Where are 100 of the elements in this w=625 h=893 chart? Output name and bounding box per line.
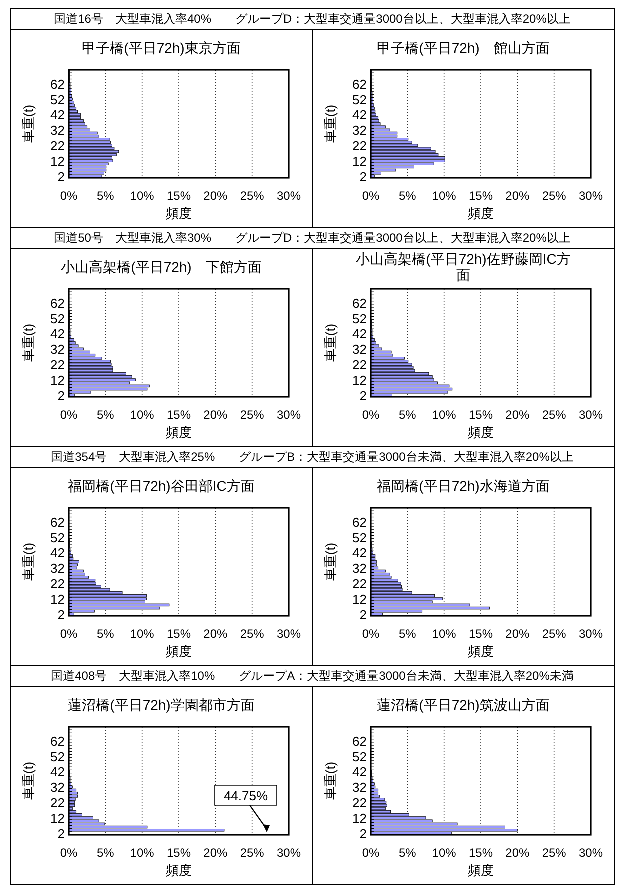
x-tick-label: 25% [542, 627, 567, 641]
y-tick-label: 52 [352, 92, 367, 108]
x-axis-title: 頻度 [468, 863, 494, 878]
y-tick-label: 2 [360, 169, 367, 184]
y-tick-label: 32 [352, 342, 367, 358]
y-tick-label: 2 [58, 388, 65, 404]
callout: 44.75% [214, 785, 278, 832]
x-tick-label: 10% [432, 408, 457, 422]
x-tick-label: 10% [130, 627, 155, 641]
y-tick-label: 62 [50, 514, 65, 530]
y-tick-label: 12 [50, 811, 65, 826]
y-tick-label: 52 [352, 311, 367, 326]
x-tick-label: 5% [96, 846, 115, 860]
y-axis-title: 車重(t) [323, 104, 338, 144]
x-tick-label: 10% [130, 408, 155, 422]
y-tick-label: 22 [50, 138, 65, 154]
x-tick-label: 30% [578, 189, 604, 203]
y-tick-label: 62 [352, 296, 367, 311]
chart-title: 小山高架橋(平日72h)佐野藤岡IC方面 [355, 250, 572, 285]
y-tick-label: 52 [50, 530, 65, 546]
y-tick-label: 52 [352, 749, 367, 764]
y-tick-label: 32 [352, 123, 367, 138]
x-tick-label: 30% [578, 627, 604, 641]
text: 国道354号 大型車混入率25% グループB：大型車交通量3000台未満、大型車混入率20%以上 [51, 450, 574, 464]
x-tick-label: 5% [398, 627, 417, 641]
chart-title: 蓮沼橋(平日72h)学園都市方面 [67, 696, 256, 715]
x-axis-title: 頻度 [166, 206, 192, 221]
x-axis-title: 頻度 [468, 206, 494, 221]
x-axis-title: 頻度 [166, 644, 192, 659]
x-tick-label: 10% [432, 846, 457, 860]
y-tick-label: 12 [50, 154, 65, 170]
x-tick-label: 20% [204, 846, 228, 860]
x-tick-label: 20% [506, 627, 530, 641]
y-tick-label: 12 [352, 154, 367, 170]
x-tick-label: 5% [398, 846, 417, 860]
x-tick-label: 15% [468, 627, 494, 641]
y-tick-label: 52 [50, 311, 65, 326]
y-tick-label: 32 [352, 780, 367, 796]
x-axis-title: 頻度 [166, 863, 192, 878]
x-tick-label: 20% [204, 189, 228, 203]
y-tick-label: 52 [50, 749, 65, 764]
x-tick-label: 15% [166, 627, 192, 641]
y-tick-label: 52 [352, 530, 367, 546]
text: 国道408号 大型車混入率10% グループA：大型車交通量3000台未満、大型車混入率20%未満 [51, 669, 574, 683]
y-axis-title: 車重(t) [21, 324, 36, 362]
y-tick-label: 2 [360, 388, 367, 404]
text: 国道50号 大型車混入率30% グループD：大型車交通量3000台以上、大型車混入率20%以上 [54, 231, 571, 245]
text: 国道16号 大型車混入率40% グループD：大型車交通量3000台以上、大型車混入率20%以上 [54, 12, 571, 26]
x-tick-label: 20% [506, 408, 530, 422]
y-axis-title: 車重(t) [21, 762, 36, 800]
y-tick-label: 32 [50, 342, 65, 358]
x-tick-label: 0% [362, 627, 380, 641]
y-tick-label: 42 [352, 108, 367, 123]
y-tick-label: 22 [50, 796, 65, 811]
chart-title: 小山高架橋(平日72h) 下館方面 [60, 258, 263, 277]
chart-title: 福岡橋(平日72h)谷田部IC方面 [67, 477, 256, 496]
y-axis-title: 車重(t) [21, 542, 36, 582]
x-tick-label: 10% [130, 189, 155, 203]
x-tick-label: 10% [432, 189, 457, 203]
y-axis-title: 車重(t) [21, 104, 36, 144]
x-tick-label: 0% [362, 189, 380, 203]
y-tick-label: 32 [50, 780, 65, 796]
x-tick-label: 20% [204, 408, 228, 422]
x-tick-label: 30% [276, 189, 302, 203]
y-tick-label: 62 [50, 296, 65, 311]
y-tick-label: 12 [50, 373, 65, 388]
x-tick-label: 25% [542, 408, 567, 422]
x-tick-label: 15% [468, 846, 494, 860]
x-axis-title: 頻度 [166, 425, 192, 440]
y-tick-label: 62 [352, 76, 367, 92]
x-tick-label: 0% [362, 846, 380, 860]
y-axis-title: 車重(t) [323, 762, 338, 800]
x-tick-label: 30% [276, 408, 302, 422]
x-tick-label: 0% [60, 408, 78, 422]
x-tick-label: 15% [166, 846, 192, 860]
x-tick-label: 5% [398, 408, 417, 422]
y-tick-label: 42 [50, 546, 65, 561]
y-tick-label: 12 [352, 811, 367, 826]
chart-title: 福岡橋(平日72h)水海道方面 [376, 477, 551, 496]
chart-title: 蓮沼橋(平日72h)筑波山方面 [376, 696, 551, 715]
x-tick-label: 15% [468, 189, 494, 203]
y-tick-label: 22 [352, 576, 367, 592]
y-axis-title: 車重(t) [323, 324, 338, 362]
x-tick-label: 15% [166, 189, 192, 203]
x-tick-label: 0% [362, 408, 380, 422]
y-tick-label: 42 [50, 108, 65, 123]
x-tick-label: 5% [96, 189, 115, 203]
x-tick-label: 25% [240, 189, 265, 203]
y-tick-label: 62 [50, 76, 65, 92]
y-tick-label: 32 [50, 123, 65, 138]
x-tick-label: 20% [204, 627, 228, 641]
x-tick-label: 5% [398, 189, 417, 203]
x-tick-label: 30% [276, 846, 302, 860]
y-tick-label: 52 [50, 92, 65, 108]
y-axis-title: 車重(t) [323, 542, 338, 582]
x-tick-label: 5% [96, 408, 115, 422]
y-tick-label: 22 [50, 358, 65, 373]
y-tick-label: 42 [50, 764, 65, 780]
y-tick-label: 22 [352, 138, 367, 154]
x-tick-label: 25% [240, 627, 265, 641]
